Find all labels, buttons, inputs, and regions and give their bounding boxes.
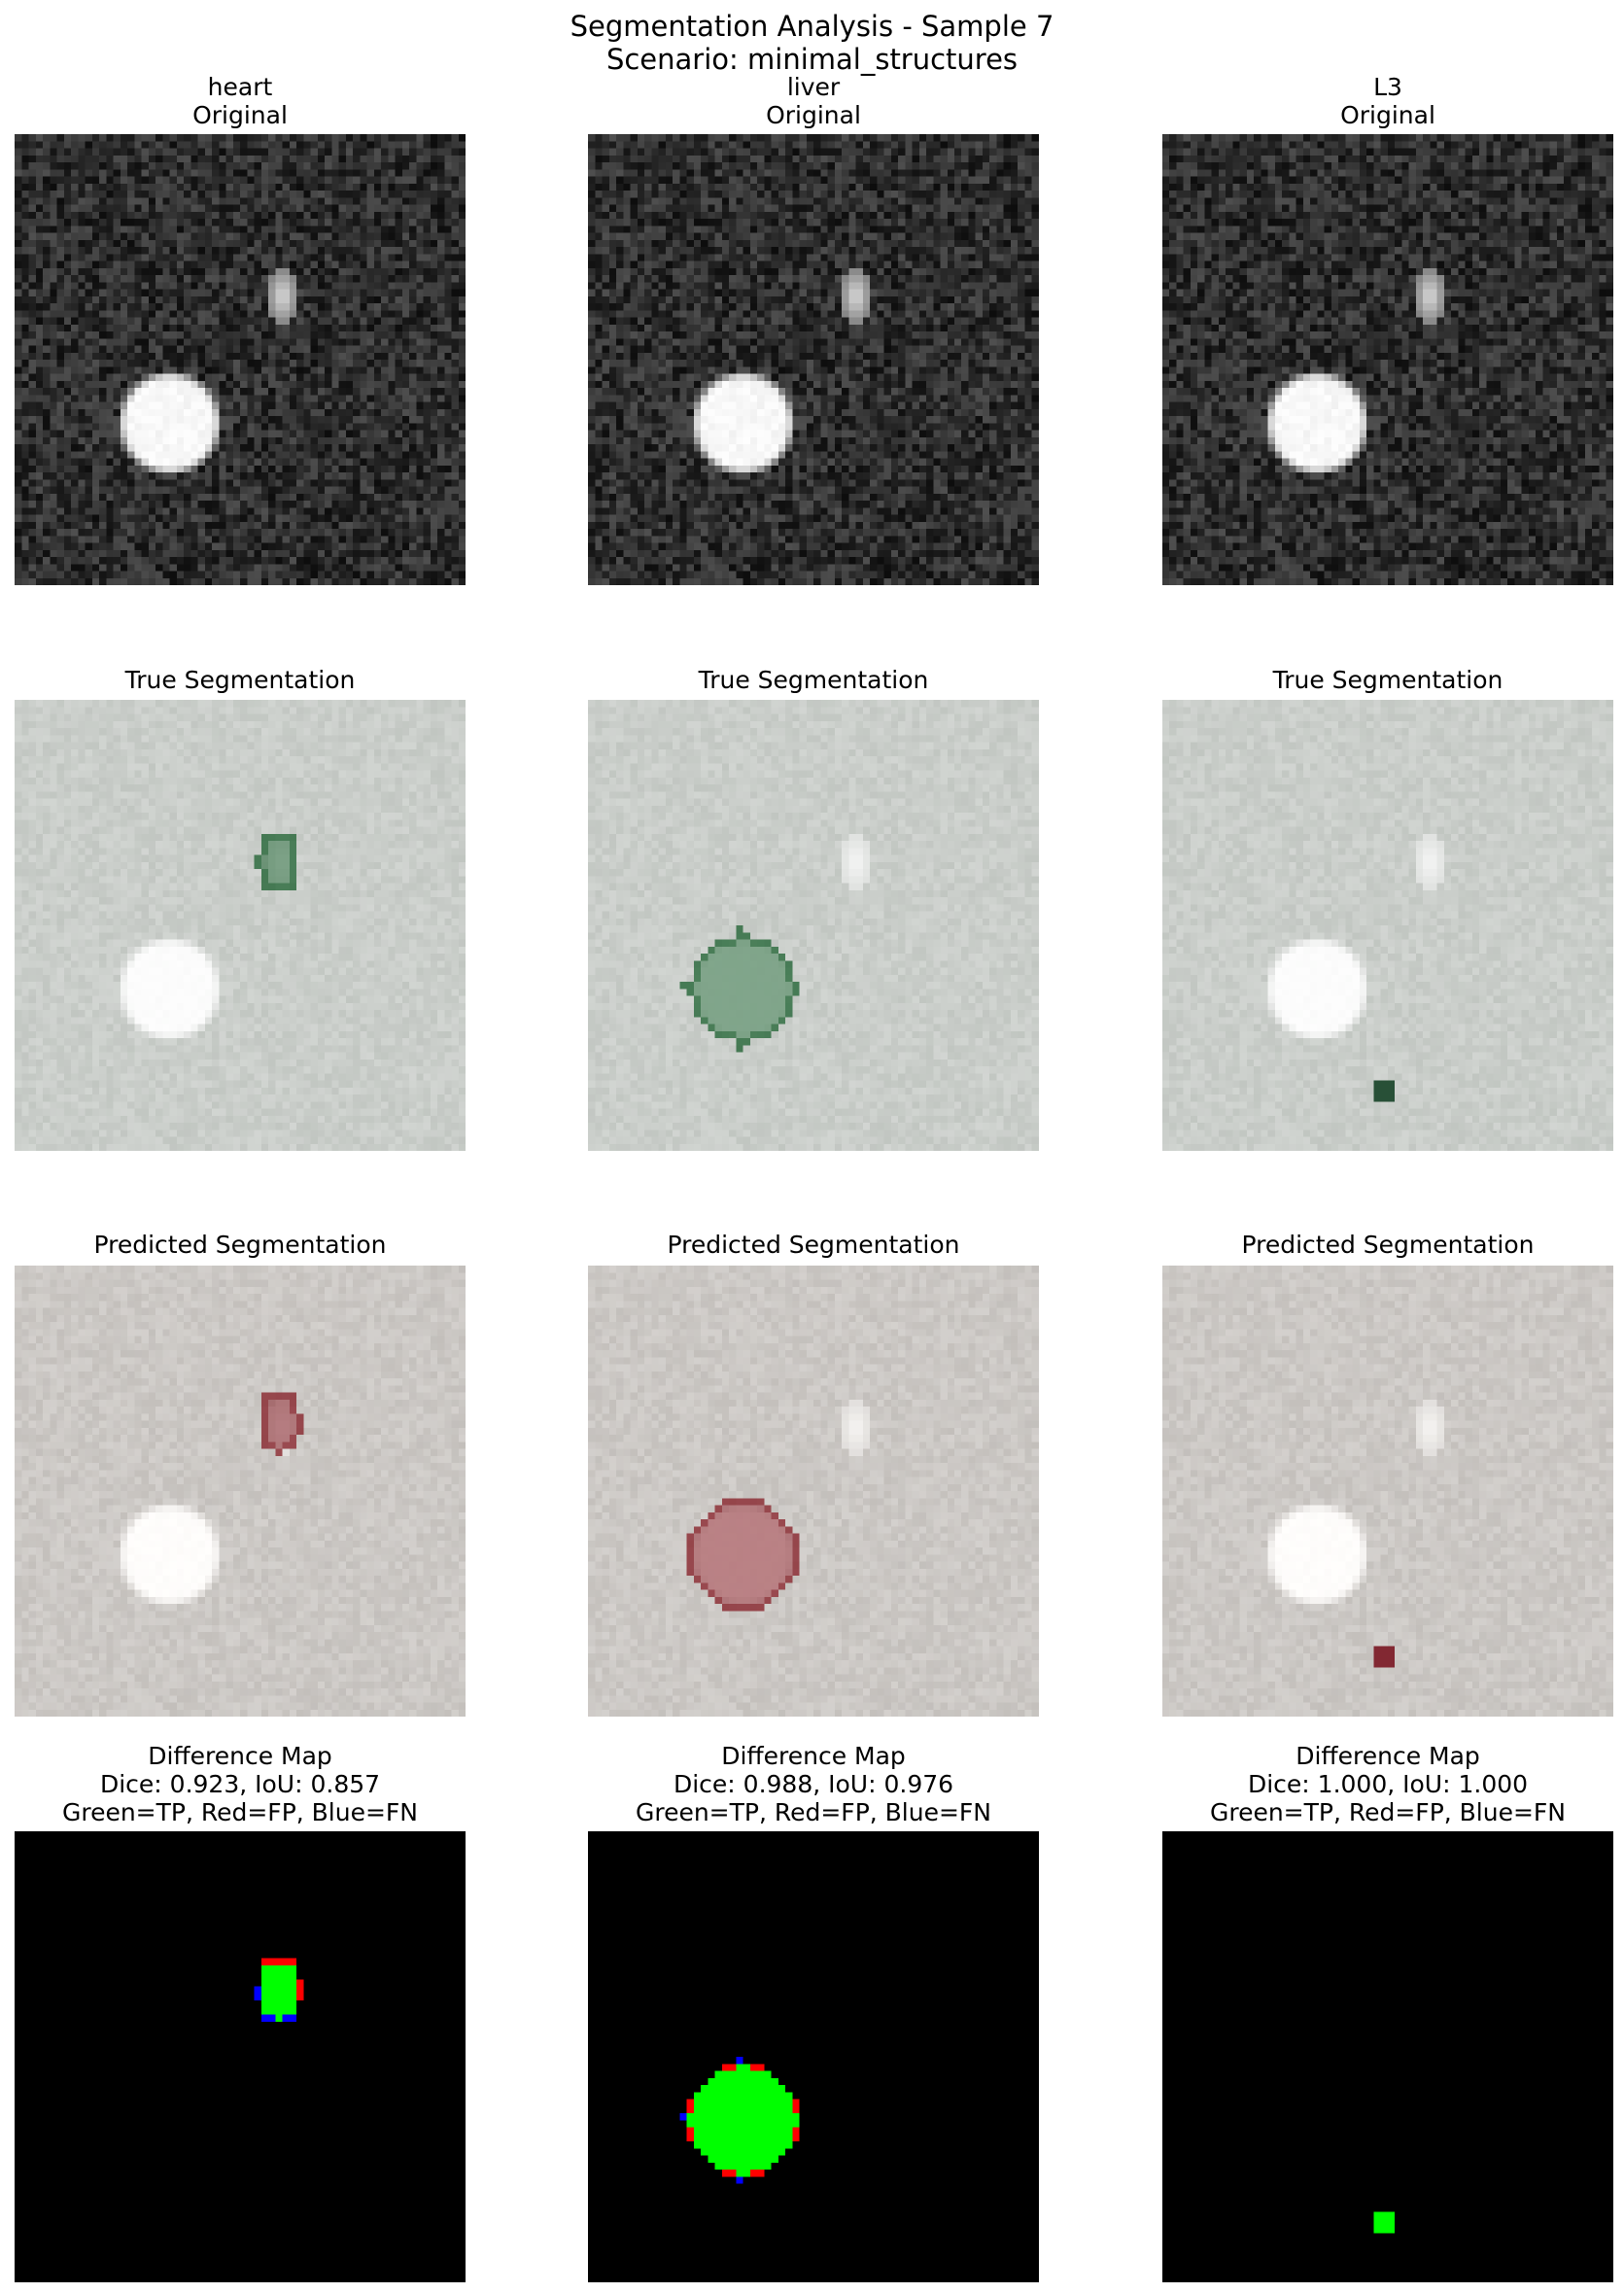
- panel-title-line: Green=TP, Red=FP, Blue=FN: [635, 1798, 992, 1826]
- image-canvas: [15, 1266, 466, 1717]
- true-segmentation-liver: [588, 700, 1039, 1151]
- image-canvas: [588, 1831, 1039, 2282]
- true-segmentation-l3: [1162, 700, 1613, 1151]
- panel-title-line: True Segmentation: [1272, 666, 1503, 694]
- figure-title: Segmentation Analysis - Sample 7 Scenari…: [0, 10, 1624, 76]
- panel-title: liver Original: [530, 73, 1097, 129]
- difference-map-l3: [1162, 1831, 1613, 2282]
- panel-title-line: Difference Map: [721, 1742, 906, 1770]
- panel-title-line: Original: [192, 101, 288, 129]
- image-canvas: [15, 1831, 466, 2282]
- panel-title-line: heart: [207, 73, 273, 101]
- panel-title: True Segmentation: [1104, 666, 1624, 694]
- original-image-heart: [15, 134, 466, 585]
- panel-title-line: L3: [1373, 73, 1402, 101]
- panel-title-line: Difference Map: [1296, 1742, 1480, 1770]
- original-image-l3: [1162, 134, 1613, 585]
- predicted-segmentation-l3: [1162, 1266, 1613, 1717]
- image-canvas: [1162, 1266, 1613, 1717]
- panel-title-line: Green=TP, Red=FP, Blue=FN: [61, 1798, 419, 1826]
- panel-title-line: Predicted Segmentation: [1241, 1231, 1535, 1259]
- panel-title: Predicted Segmentation: [0, 1231, 524, 1259]
- image-canvas: [588, 1266, 1039, 1717]
- panel-title: True Segmentation: [530, 666, 1097, 694]
- image-canvas: [588, 134, 1039, 585]
- panel-title-line: Predicted Segmentation: [667, 1231, 960, 1259]
- panel-title: Predicted Segmentation: [530, 1231, 1097, 1259]
- panel-title: True Segmentation: [0, 666, 524, 694]
- panel-title-line: True Segmentation: [124, 666, 356, 694]
- panel-title: Difference Map Dice: 0.988, IoU: 0.976 G…: [530, 1742, 1097, 1826]
- panel-title: heart Original: [0, 73, 524, 129]
- image-canvas: [588, 700, 1039, 1151]
- figure-title-line-1: Segmentation Analysis - Sample 7: [570, 10, 1054, 43]
- panel-title-line: True Segmentation: [698, 666, 929, 694]
- difference-map-liver: [588, 1831, 1039, 2282]
- image-canvas: [15, 700, 466, 1151]
- panel-title: Difference Map Dice: 0.923, IoU: 0.857 G…: [0, 1742, 524, 1826]
- image-canvas: [1162, 134, 1613, 585]
- figure-title-line-2: Scenario: minimal_structures: [605, 43, 1019, 76]
- panel-title-line: Dice: 1.000, IoU: 1.000: [1247, 1770, 1529, 1798]
- panel-title: Predicted Segmentation: [1104, 1231, 1624, 1259]
- image-canvas: [1162, 1831, 1613, 2282]
- panel-title-line: Difference Map: [148, 1742, 332, 1770]
- panel-title: L3 Original: [1104, 73, 1624, 129]
- panel-title: Difference Map Dice: 1.000, IoU: 1.000 G…: [1104, 1742, 1624, 1826]
- predicted-segmentation-heart: [15, 1266, 466, 1717]
- image-canvas: [15, 134, 466, 585]
- true-segmentation-heart: [15, 700, 466, 1151]
- panel-title-line: Predicted Segmentation: [93, 1231, 387, 1259]
- panel-title-line: Dice: 0.923, IoU: 0.857: [99, 1770, 381, 1798]
- image-canvas: [1162, 700, 1613, 1151]
- original-image-liver: [588, 134, 1039, 585]
- panel-title-line: Original: [766, 101, 861, 129]
- difference-map-heart: [15, 1831, 466, 2282]
- panel-title-line: Dice: 0.988, IoU: 0.976: [673, 1770, 954, 1798]
- panel-title-line: Green=TP, Red=FP, Blue=FN: [1209, 1798, 1567, 1826]
- panel-title-line: Original: [1340, 101, 1435, 129]
- panel-title-line: liver: [786, 73, 841, 101]
- predicted-segmentation-liver: [588, 1266, 1039, 1717]
